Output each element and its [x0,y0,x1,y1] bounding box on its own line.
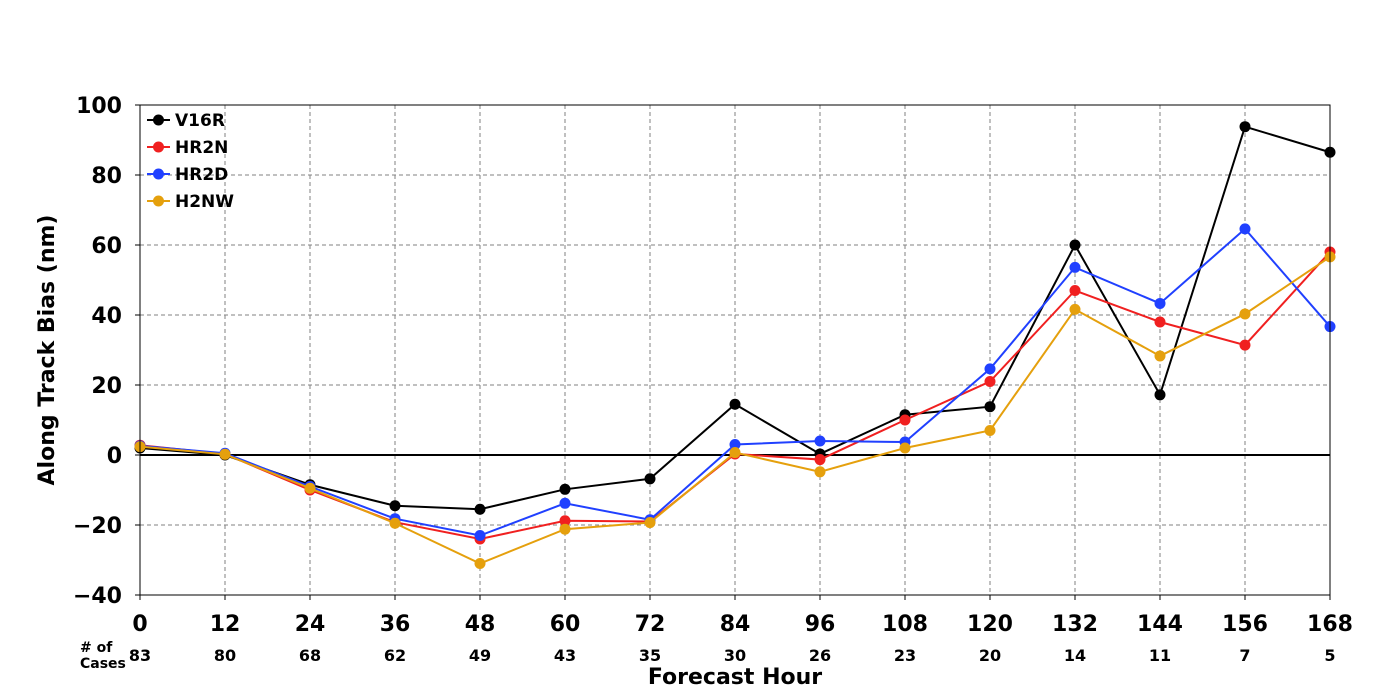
x-axis-ticks: 0 12 24 36 48 60 72 84 96 108 120 132 144 156 168 [132,595,1353,637]
x-tick-label: 156 [1222,612,1268,637]
series-h2nw [134,251,1336,569]
legend-item-v16r: V16R [147,111,225,131]
data-point-h2nw [559,523,571,535]
data-point-v16r [474,503,486,515]
case-count-label: 26 [809,646,831,665]
data-point-hr2d [559,497,571,509]
y-tick-label: 100 [76,94,122,119]
data-point-h2nw [304,482,316,494]
case-count-label: 68 [299,646,321,665]
data-point-hr2d [1069,261,1081,273]
data-point-v16r [984,401,996,413]
x-tick-label: 48 [465,612,496,637]
legend-label: V16R [175,111,225,131]
legend-swatch-marker [153,114,164,126]
data-point-h2nw [814,466,826,478]
data-point-hr2n [1069,285,1081,296]
x-tick-label: 168 [1307,612,1353,637]
data-point-v16r [729,398,741,410]
data-point-h2nw [984,425,996,436]
data-point-hr2d [474,530,486,541]
data-point-v16r [1154,389,1166,401]
x-tick-label: 72 [635,612,666,637]
legend-swatch-marker [153,141,164,153]
y-axis-ticks: −40 −20 0 20 40 60 80 100 [73,94,140,609]
data-point-h2nw [1069,303,1081,315]
data-point-hr2d [1154,297,1166,309]
x-tick-label: 108 [882,612,928,637]
legend-item-hr2n: HR2N [147,138,228,158]
cases-header-line2: Cases [80,656,126,672]
legend-item-h2nw: H2NW [147,192,234,212]
case-count-label: 11 [1149,646,1171,665]
case-count-label: 23 [894,646,916,665]
data-point-hr2n [1154,316,1166,328]
x-tick-label: 60 [550,612,581,637]
data-point-hr2n [814,454,826,466]
x-tick-label: 0 [132,612,147,637]
x-tick-label: 120 [967,612,1013,637]
x-axis-title: Forecast Hour [648,665,822,690]
legend: V16R HR2N HR2D H2NW [147,111,234,212]
data-point-h2nw [219,448,231,460]
x-tick-label: 144 [1137,612,1183,637]
case-count-label: 30 [724,646,746,665]
data-point-v16r [389,500,401,512]
y-tick-label: 60 [91,234,122,259]
y-axis-title: Along Track Bias (nm) [35,215,60,486]
data-point-hr2d [729,439,741,450]
case-count-label: 35 [639,646,661,665]
case-count-label: 7 [1239,646,1250,665]
legend-label: H2NW [175,192,234,212]
case-count-label: 14 [1064,646,1086,665]
series-lines [134,121,1336,569]
case-count-label: 49 [469,646,491,665]
data-point-v16r [644,473,656,485]
data-point-hr2d [1239,223,1251,235]
data-point-hr2d [984,363,996,375]
y-tick-label: 40 [91,304,122,329]
case-count-label: 43 [554,646,576,665]
data-point-h2nw [474,558,486,569]
data-point-h2nw [1154,350,1166,362]
data-point-h2nw [1239,308,1251,320]
x-tick-label: 24 [295,612,326,637]
legend-label: HR2D [175,165,228,185]
case-count-label: 5 [1324,646,1335,665]
case-counts-row: # of Cases 83 80 68 62 49 43 35 30 26 23 20 14 11 7 5 [80,640,1336,672]
case-count-label: 83 [129,646,151,665]
x-tick-label: 36 [380,612,411,637]
data-point-h2nw [644,517,656,529]
data-point-hr2n [899,414,911,426]
case-count-label: 80 [214,646,236,665]
data-point-v16r [559,483,571,495]
data-point-h2nw [729,447,741,459]
data-point-hr2n [984,376,996,387]
data-point-hr2n [559,515,571,527]
data-point-h2nw [389,517,401,529]
y-tick-label: 20 [91,374,122,399]
legend-swatch-marker [153,168,164,180]
y-tick-label: −20 [73,514,122,539]
y-tick-label: 0 [107,444,122,469]
legend-label: HR2N [175,138,228,158]
data-point-hr2d [814,435,826,447]
y-tick-label: 80 [91,164,122,189]
x-tick-label: 132 [1052,612,1098,637]
x-tick-label: 12 [210,612,241,637]
grid [140,105,1330,595]
case-count-label: 62 [384,646,406,665]
x-tick-label: 84 [720,612,751,637]
legend-item-hr2d: HR2D [147,165,228,185]
data-point-v16r [1239,121,1251,133]
data-point-h2nw [899,442,911,454]
case-count-label: 20 [979,646,1001,665]
data-point-v16r [1069,239,1081,251]
legend-swatch-marker [153,195,164,207]
y-tick-label: −40 [73,584,122,609]
cases-header-line1: # of [80,640,113,656]
data-point-hr2n [1239,339,1251,351]
x-tick-label: 96 [805,612,836,637]
